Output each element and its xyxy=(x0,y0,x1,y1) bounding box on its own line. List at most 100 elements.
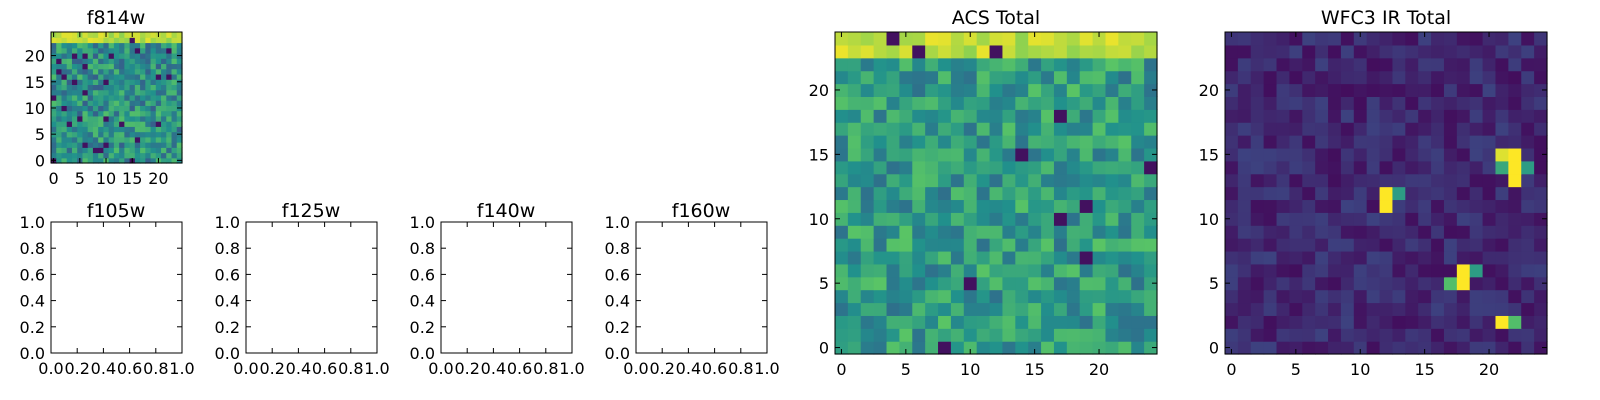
heatmap-cell xyxy=(1092,199,1107,213)
heatmap-cell xyxy=(1002,96,1016,110)
heatmap-cell xyxy=(71,68,78,75)
heatmap-cell xyxy=(1118,160,1132,175)
heatmap-cell xyxy=(171,121,178,127)
heatmap-cell xyxy=(1521,315,1535,329)
heatmap-cell xyxy=(950,225,965,239)
heatmap-cell xyxy=(1053,276,1068,291)
heatmap-cell xyxy=(1289,96,1303,110)
heatmap-cell xyxy=(1469,225,1484,239)
heatmap-cell xyxy=(1263,315,1278,329)
heatmap-cell xyxy=(989,32,1004,46)
heatmap-cell xyxy=(1482,289,1497,304)
heatmap-cell xyxy=(886,109,900,123)
heatmap-cell xyxy=(1289,32,1303,46)
panel-f140w: f140w 0.0 0.2 0.4 0.6 0.8 1.00.00.20.40.60.81… xyxy=(410,200,585,378)
heatmap-cell xyxy=(925,250,939,265)
heatmap-cell xyxy=(1379,225,1394,239)
heatmap-cell xyxy=(1237,173,1252,188)
heatmap-cell xyxy=(166,147,173,154)
heatmap-cell xyxy=(71,32,78,38)
heatmap-cell xyxy=(66,115,73,122)
heatmap-cell xyxy=(1250,186,1265,201)
heatmap-cell xyxy=(1028,57,1042,72)
heatmap-cell xyxy=(1002,199,1016,213)
heatmap-cell xyxy=(1092,315,1107,329)
heatmap-cell xyxy=(1353,135,1368,149)
heatmap-cell xyxy=(1495,160,1509,175)
heatmap-cell xyxy=(950,96,965,110)
y-tick-label: 15 xyxy=(25,73,45,92)
heatmap-cell xyxy=(1105,199,1119,213)
heatmap-cell xyxy=(1469,160,1484,175)
heatmap-cell xyxy=(1276,276,1290,291)
heatmap-cell xyxy=(155,84,162,91)
heatmap-cell xyxy=(1289,315,1303,329)
heatmap-cell xyxy=(873,57,888,72)
heatmap-cell xyxy=(1521,147,1535,162)
heatmap-cell xyxy=(1469,186,1484,201)
heatmap-cell xyxy=(1053,238,1068,252)
heatmap-cell xyxy=(835,96,849,110)
heatmap-cell xyxy=(124,37,131,44)
heatmap-cell xyxy=(899,57,913,72)
heatmap-cell xyxy=(92,126,99,133)
heatmap-cell xyxy=(1379,32,1394,46)
heatmap-cell xyxy=(835,341,849,355)
heatmap-cell xyxy=(92,42,99,49)
heatmap-cell xyxy=(1418,70,1432,85)
heatmap-cell xyxy=(134,142,141,148)
heatmap-cell xyxy=(166,94,173,101)
heatmap-cell xyxy=(1028,122,1042,136)
heatmap-cell xyxy=(1302,199,1316,213)
heatmap-cell xyxy=(1118,135,1132,149)
heatmap-cell xyxy=(87,126,94,133)
heatmap-cell xyxy=(51,100,57,106)
heatmap-cell xyxy=(873,122,888,136)
heatmap-cell xyxy=(1144,32,1158,46)
heatmap-cell xyxy=(140,68,146,75)
heatmap-cell xyxy=(1028,44,1042,59)
heatmap-cell xyxy=(1469,83,1484,97)
heatmap-cell xyxy=(103,68,110,75)
heatmap-cell xyxy=(171,100,178,106)
heatmap-cell xyxy=(71,52,78,59)
heatmap-cell xyxy=(140,105,146,112)
heatmap-cell xyxy=(963,315,978,329)
heatmap-cell xyxy=(1250,83,1265,97)
heatmap-cell xyxy=(1340,289,1355,304)
heatmap-cell xyxy=(87,157,94,164)
heatmap-cell xyxy=(1028,225,1042,239)
heatmap-cell xyxy=(1328,225,1342,239)
x-tick-label: 0.8 xyxy=(533,359,558,378)
heatmap-cell xyxy=(1250,44,1265,59)
heatmap-cell xyxy=(1289,135,1303,149)
heatmap-cell xyxy=(1079,70,1094,85)
heatmap-cell xyxy=(1079,289,1094,304)
heatmap-cell xyxy=(82,94,89,101)
heatmap-cell xyxy=(51,136,57,143)
heatmap-cell xyxy=(1315,199,1329,213)
heatmap-cell xyxy=(1237,186,1252,201)
heatmap-cell xyxy=(1379,173,1394,188)
heatmap-cell xyxy=(103,37,110,44)
heatmap-cell xyxy=(1340,44,1355,59)
heatmap-cell xyxy=(1002,32,1016,46)
heatmap-cell xyxy=(1079,186,1094,201)
heatmap-cell xyxy=(150,126,157,133)
heatmap-cell xyxy=(1015,289,1029,304)
heatmap-cell xyxy=(1315,70,1329,85)
heatmap-cell xyxy=(129,63,136,70)
heatmap-cell xyxy=(82,110,89,117)
heatmap-cell xyxy=(82,52,89,59)
heatmap-cell xyxy=(1431,32,1445,46)
heatmap-cell xyxy=(92,89,99,96)
heatmap-cell xyxy=(119,79,125,85)
heatmap-cell xyxy=(963,328,978,342)
heatmap-cell xyxy=(82,105,89,112)
y-tick-label: 0.4 xyxy=(605,292,630,311)
heatmap-cell xyxy=(51,115,57,122)
heatmap-cell xyxy=(1315,186,1329,201)
heatmap-cell xyxy=(82,42,89,49)
heatmap-cell xyxy=(171,52,178,59)
heatmap-cell xyxy=(1328,238,1342,252)
